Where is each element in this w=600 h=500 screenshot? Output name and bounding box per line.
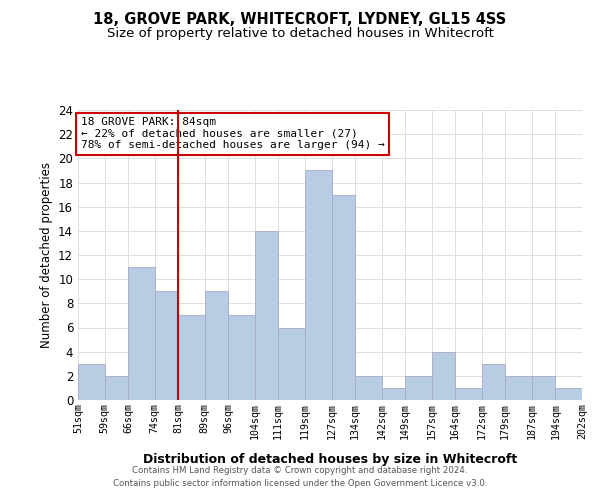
Bar [105,376,128,400]
Bar [505,376,532,400]
Text: 18 GROVE PARK: 84sqm
← 22% of detached houses are smaller (27)
78% of semi-detac: 18 GROVE PARK: 84sqm ← 22% of detached h… [80,117,384,150]
Bar [155,291,178,400]
Bar [355,376,382,400]
Bar [205,291,228,400]
Bar [405,376,432,400]
Bar [178,316,205,400]
X-axis label: Distribution of detached houses by size in Whitecroft: Distribution of detached houses by size … [143,452,517,466]
Bar [255,231,278,400]
Text: Size of property relative to detached houses in Whitecroft: Size of property relative to detached ho… [107,28,493,40]
Bar [382,388,405,400]
Bar [432,352,455,400]
Bar [482,364,505,400]
Bar [532,376,555,400]
Bar [228,316,255,400]
Y-axis label: Number of detached properties: Number of detached properties [40,162,53,348]
Bar [332,194,355,400]
Bar [455,388,482,400]
Text: Contains HM Land Registry data © Crown copyright and database right 2024.
Contai: Contains HM Land Registry data © Crown c… [113,466,487,487]
Bar [278,328,305,400]
Text: 18, GROVE PARK, WHITECROFT, LYDNEY, GL15 4SS: 18, GROVE PARK, WHITECROFT, LYDNEY, GL15… [94,12,506,28]
Bar [555,388,582,400]
Bar [128,267,155,400]
Bar [78,364,105,400]
Bar [305,170,332,400]
